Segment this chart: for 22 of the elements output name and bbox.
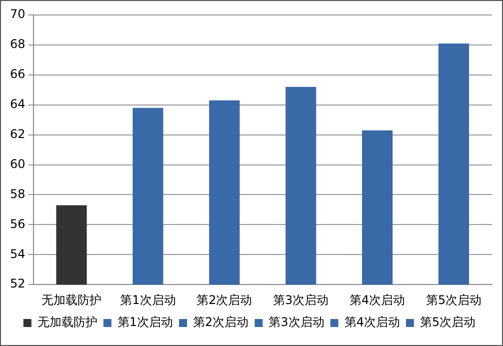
y-tick-label: 60 [10, 156, 26, 171]
legend-label: 第1次启动 [117, 315, 174, 330]
x-tick-label: 无加载防护 [41, 292, 102, 307]
y-tick-label: 64 [10, 96, 26, 111]
x-tick-label: 第3次启动 [273, 292, 329, 307]
legend-label: 第2次启动 [193, 315, 249, 330]
legend-label: 第4次启动 [344, 315, 400, 330]
x-tick-label: 第5次启动 [426, 292, 482, 307]
y-tick-label: 62 [10, 126, 26, 141]
y-tick-label: 68 [10, 37, 26, 52]
legend-label: 无加载防护 [37, 315, 98, 330]
x-tick-label: 第2次启动 [196, 292, 252, 307]
y-tick-label: 56 [10, 216, 26, 231]
y-tick-label: 66 [10, 67, 26, 82]
legend-label: 第3次启动 [268, 315, 324, 330]
legend-label: 第5次启动 [420, 315, 476, 330]
y-tick-label: 54 [10, 246, 26, 261]
y-tick-label: 70 [10, 7, 26, 22]
y-tick-label: 52 [10, 276, 26, 291]
x-tick-label: 第4次启动 [349, 292, 406, 307]
x-tick-label: 第1次启动 [120, 292, 176, 307]
y-tick-label: 58 [10, 186, 26, 201]
